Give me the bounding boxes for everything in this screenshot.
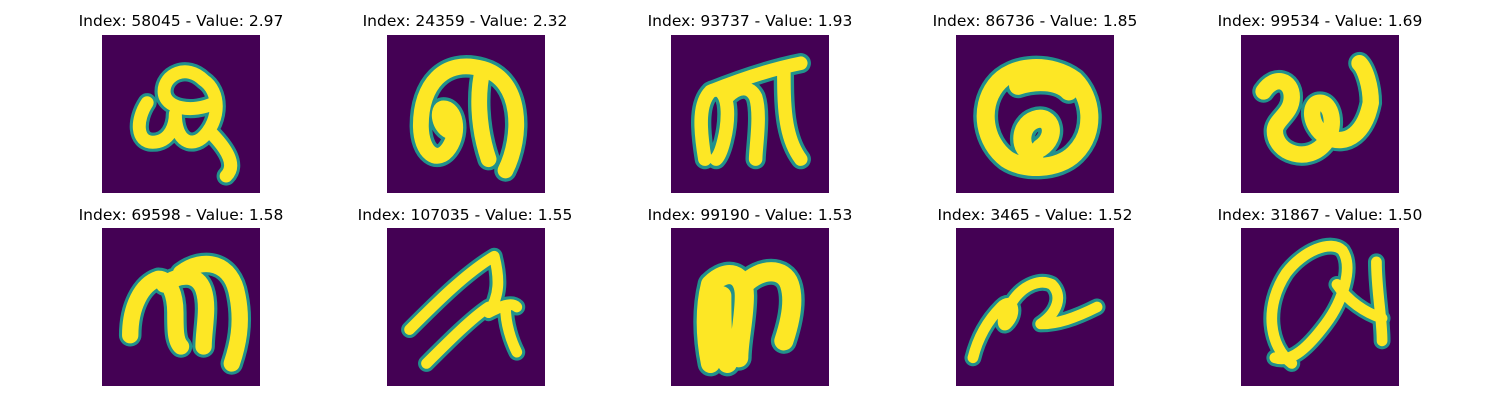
panel-title: Index: 58045 - Value: 2.97 — [78, 12, 284, 30]
panel-7: Index: 107035 - Value: 1.55 — [340, 204, 590, 394]
panel-6: Index: 69598 - Value: 1.58 — [56, 204, 306, 394]
panel-2: Index: 24359 - Value: 2.32 — [340, 10, 590, 200]
glyph-svg — [129, 62, 241, 186]
panel-10: Index: 31867 - Value: 1.50 — [1195, 204, 1445, 394]
glyph-image — [387, 35, 545, 193]
panel-title: Index: 31867 - Value: 1.50 — [1217, 206, 1423, 224]
glyph-image — [956, 228, 1114, 386]
glyph-image — [1241, 228, 1399, 386]
panel-title: Index: 93737 - Value: 1.93 — [647, 12, 853, 30]
panel-title: Index: 3465 - Value: 1.52 — [937, 206, 1133, 224]
panel-4: Index: 86736 - Value: 1.85 — [910, 10, 1160, 200]
glyph-image — [102, 228, 260, 386]
glyph-image — [956, 35, 1114, 193]
glyph-image — [102, 35, 260, 193]
panel-title: Index: 99534 - Value: 1.69 — [1217, 12, 1423, 30]
panel-title: Index: 107035 - Value: 1.55 — [357, 206, 573, 224]
panel-title: Index: 69598 - Value: 1.58 — [78, 206, 284, 224]
panel-title: Index: 24359 - Value: 2.32 — [362, 12, 568, 30]
panel-8: Index: 99190 - Value: 1.53 — [625, 204, 875, 394]
panel-1: Index: 58045 - Value: 2.97 — [56, 10, 306, 200]
glyph-image — [387, 228, 545, 386]
glyph-image — [671, 228, 829, 386]
panel-title: Index: 99190 - Value: 1.53 — [647, 206, 853, 224]
glyph-image — [671, 35, 829, 193]
panel-9: Index: 3465 - Value: 1.52 — [910, 204, 1160, 394]
panel-title: Index: 86736 - Value: 1.85 — [932, 12, 1138, 30]
panel-5: Index: 99534 - Value: 1.69 — [1195, 10, 1445, 200]
glyph-image — [1241, 35, 1399, 193]
panel-3: Index: 93737 - Value: 1.93 — [625, 10, 875, 200]
